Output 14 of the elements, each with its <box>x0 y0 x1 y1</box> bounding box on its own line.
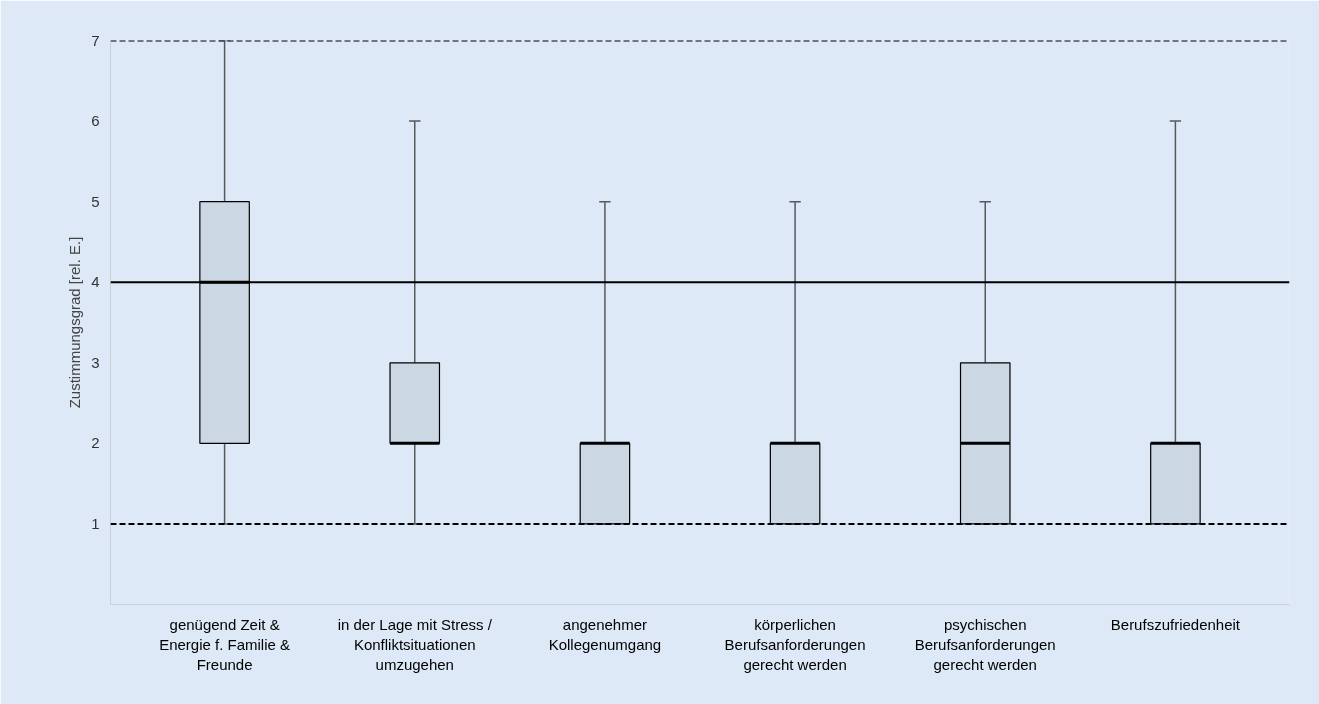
x-tick-label: Berufszufriedenheit <box>1110 615 1241 633</box>
x-tick-label: angenehmer Kollegenumgang <box>548 615 662 653</box>
y-tick-label: 6 <box>91 112 100 130</box>
y-tick-label: 4 <box>91 273 100 291</box>
y-tick-label: 3 <box>91 353 100 371</box>
y-tick-label: 1 <box>91 514 100 532</box>
x-tick-label: genügend Zeit & Energie f. Familie & Freunde <box>159 615 291 674</box>
y-tick-label: 5 <box>91 192 100 210</box>
x-tick-label: körperlichen Berufsanforderungen gerecht werden <box>724 615 866 674</box>
y-tick-label: 2 <box>91 434 100 452</box>
x-tick-label: in der Lage mit Stress / Konfliktsituationen umzugehen <box>337 615 493 674</box>
y-axis-title: Zustimmungsgrad [rel. E.] <box>66 236 84 409</box>
y-tick-label: 7 <box>91 31 100 49</box>
x-tick-label: psychischen Berufsanforderungen gerecht werden <box>914 615 1056 674</box>
